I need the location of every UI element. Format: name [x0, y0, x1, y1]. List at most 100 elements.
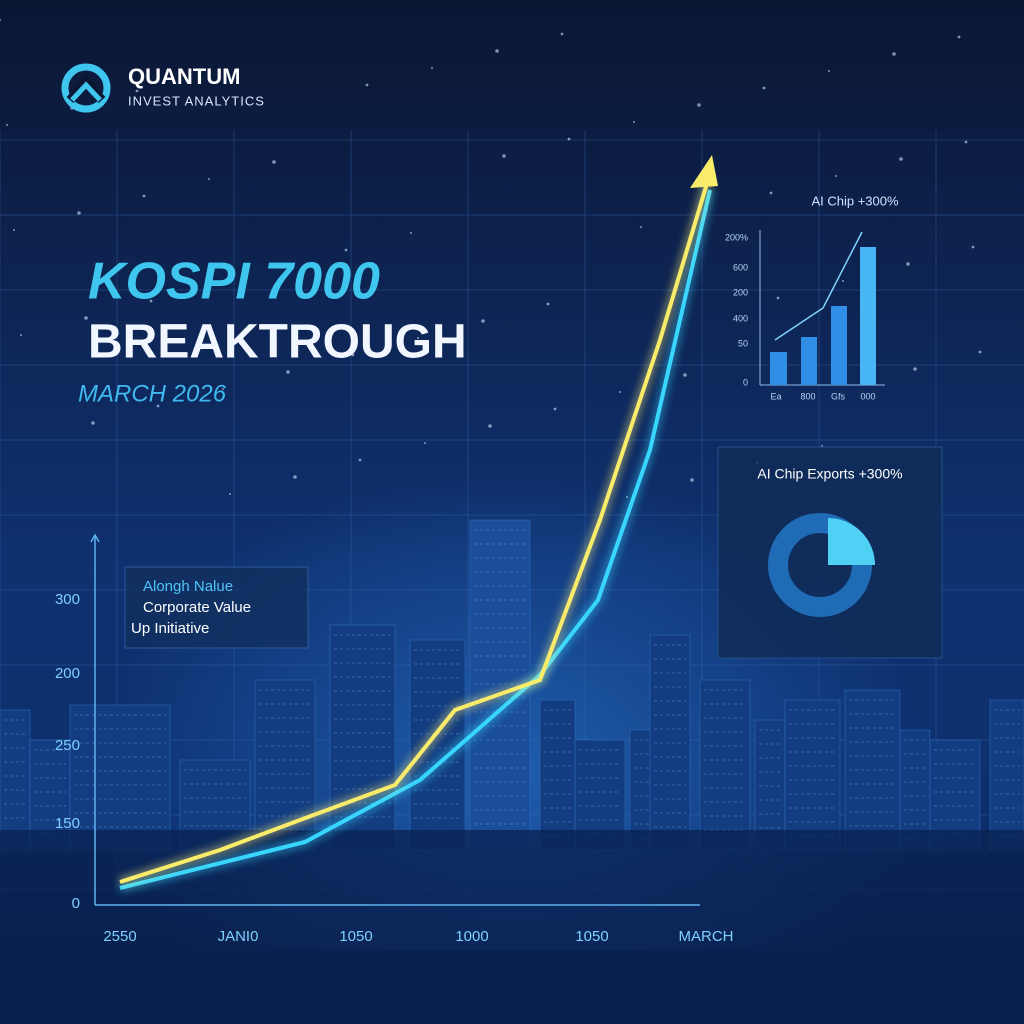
star	[6, 124, 8, 126]
star	[697, 103, 701, 107]
star	[626, 496, 628, 498]
star	[906, 262, 910, 266]
y-label: 150	[55, 815, 80, 832]
star	[619, 391, 621, 393]
chip-x-labels: Ea 800 Gfs 000	[770, 391, 875, 401]
exports-title: AI Chip Exports +300%	[757, 466, 902, 482]
annotation-line: Corporate Value	[143, 599, 251, 616]
star	[215, 283, 217, 285]
star	[913, 367, 917, 371]
building	[699, 679, 751, 851]
star	[431, 67, 433, 69]
star	[365, 83, 369, 87]
star	[293, 475, 297, 479]
logo	[61, 63, 111, 113]
star	[567, 137, 571, 141]
star	[344, 248, 348, 252]
chip-x-label: 800	[800, 391, 815, 401]
y-labels: 300 200 250 150 0	[55, 591, 80, 912]
logo-peak	[70, 81, 102, 102]
star	[488, 424, 492, 428]
axis-arrow	[90, 533, 100, 543]
chip-y-labels: 200% 600 200 400 50 0	[725, 232, 748, 387]
star	[417, 337, 419, 339]
y-label: 300	[55, 591, 80, 608]
star	[776, 296, 780, 300]
tagline: INVEST ANALYTICS	[128, 93, 265, 108]
chip-y-label: 200	[733, 287, 748, 297]
chip-y-label: 50	[738, 338, 748, 348]
chip-y-label: 400	[733, 313, 748, 323]
star	[892, 52, 896, 56]
star	[410, 232, 412, 234]
annotation-line: Alongh Nalue	[143, 578, 233, 595]
star	[272, 160, 276, 164]
chip-bar	[860, 247, 876, 385]
star	[229, 493, 231, 495]
star	[690, 478, 694, 482]
chip-title: AI Chip +300%	[811, 193, 899, 208]
chip-y-label: 600	[733, 262, 748, 272]
star	[149, 299, 153, 303]
x-label: 1000	[455, 928, 488, 945]
star	[762, 86, 766, 90]
star	[495, 49, 499, 53]
logo-ring	[61, 63, 111, 113]
chip-trend	[774, 231, 863, 341]
chip-x-label: Ea	[770, 391, 781, 401]
star	[77, 211, 81, 215]
y-label: 250	[55, 737, 80, 754]
star	[964, 140, 968, 144]
star	[91, 421, 95, 425]
x-label: MARCH	[679, 928, 734, 945]
star	[424, 442, 426, 444]
building	[989, 699, 1024, 851]
star	[899, 157, 903, 161]
chip-y-label: 200%	[725, 232, 748, 242]
star	[560, 32, 564, 36]
yellow-line	[119, 179, 710, 884]
star	[553, 407, 557, 411]
star	[142, 194, 146, 198]
building	[0, 709, 31, 851]
headline-subtitle: BREAKTROUGH	[88, 316, 467, 369]
building	[844, 689, 901, 851]
building	[69, 704, 171, 851]
star	[835, 175, 837, 177]
x-labels: 2550 JANI0 1050 1000 1050 MARCH	[103, 928, 733, 945]
x-label: JANI0	[218, 928, 259, 945]
y-label: 200	[55, 665, 80, 682]
chip-bar	[770, 352, 787, 385]
star	[156, 404, 160, 408]
star	[208, 178, 210, 180]
star	[84, 316, 88, 320]
chip-bars	[770, 247, 876, 385]
star	[13, 229, 15, 231]
star	[633, 121, 635, 123]
star	[546, 302, 550, 306]
chip-x-label: 000	[860, 391, 875, 401]
star	[769, 191, 773, 195]
star	[358, 458, 362, 462]
star	[481, 319, 485, 323]
star	[828, 70, 830, 72]
star	[978, 350, 982, 354]
y-label: 0	[72, 895, 80, 912]
headline-title: KOSPI 7000	[88, 253, 380, 311]
star	[502, 154, 506, 158]
star	[351, 353, 355, 357]
x-label: 2550	[103, 928, 136, 945]
star	[286, 370, 290, 374]
star	[683, 373, 687, 377]
headline-date: MARCH 2026	[78, 380, 227, 407]
chip-bar	[831, 306, 847, 385]
arrow-head	[690, 155, 718, 188]
chip-bar	[801, 337, 817, 385]
star	[640, 226, 642, 228]
x-label: 1050	[339, 928, 372, 945]
chip-y-label: 0	[743, 377, 748, 387]
building	[754, 719, 786, 851]
building	[784, 699, 841, 851]
